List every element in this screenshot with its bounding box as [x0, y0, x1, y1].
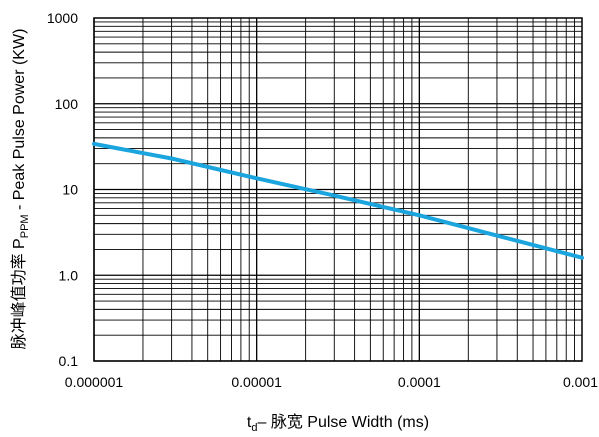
tick-labels: 0.000001 0.00001 0.0001 0.001 0.1 1.0 10 100 100… [47, 10, 598, 390]
power-curve-point [92, 141, 96, 146]
power-curve-point [580, 255, 584, 260]
y-tick-label: 1.0 [59, 267, 79, 283]
y-axis-title-post: - Peak Pulse Power (KW) [11, 29, 28, 215]
x-axis-title-rest: – 脉宽 Pulse Width (ms) [257, 413, 429, 431]
x-axis-title-subscript: d [251, 422, 257, 434]
power-curve-point [332, 193, 337, 198]
y-tick-label: 100 [55, 96, 79, 112]
y-axis-title-pre: 脉冲峰值功率 P [10, 238, 28, 349]
x-tick-label: 0.000001 [65, 374, 124, 390]
y-tick-label: 10 [62, 182, 78, 198]
y-axis-title-subscript: PPM [19, 214, 31, 238]
x-tick-label: 0.001 [563, 374, 598, 390]
y-tick-label: 1000 [47, 10, 78, 26]
x-axis-title: td– 脉宽 Pulse Width (ms) [247, 413, 429, 434]
power-curve-point [169, 156, 174, 161]
x-axis-title-main: t [247, 414, 252, 431]
x-tick-label: 0.0001 [398, 374, 441, 390]
power-curve-point [494, 233, 499, 238]
series-layer [92, 141, 584, 260]
grid [93, 18, 582, 362]
power-curve-line [93, 141, 583, 260]
power-curve-point [417, 213, 422, 218]
x-tick-label: 0.00001 [231, 374, 282, 390]
power-curve-point [254, 176, 259, 181]
plot-frame [93, 17, 583, 362]
y-axis-title: 脉冲峰值功率 PPPM - Peak Pulse Power (KW) [10, 29, 31, 350]
y-tick-label: 0.1 [59, 353, 79, 369]
